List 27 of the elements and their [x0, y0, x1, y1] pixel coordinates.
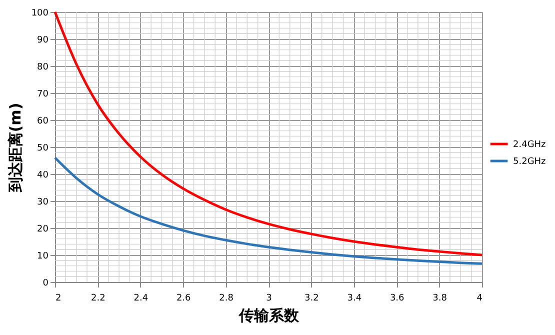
x-tick-label: 3.4: [347, 294, 362, 304]
x-tick-label: 3.6: [390, 294, 405, 304]
y-tick-label: 0: [42, 278, 49, 288]
legend-label: 2.4GHz: [513, 140, 546, 150]
y-axis-title: 到达距离(m): [6, 102, 24, 194]
y-tick-label: 100: [31, 8, 49, 18]
legend-label: 5.2GHz: [513, 157, 546, 167]
y-tick-label: 90: [37, 36, 49, 46]
y-tick-label: 40: [37, 170, 49, 180]
y-tick-label: 70: [37, 90, 49, 100]
x-tick-label: 2.4: [134, 294, 148, 304]
x-tick-label: 2.8: [219, 294, 234, 304]
x-tick-label: 2.6: [176, 294, 192, 304]
x-tick-label: 3.2: [304, 294, 319, 304]
x-tick-label: 3: [266, 294, 272, 304]
x-tick-label: 3.8: [432, 294, 448, 304]
x-tick-label: 2.2: [91, 294, 106, 304]
line-series: [54, 156, 484, 265]
y-tick-label: 60: [37, 116, 49, 126]
x-tick-label: 4: [476, 294, 483, 304]
y-tick-label: 10: [37, 252, 49, 262]
y-tick-label: 50: [37, 144, 49, 154]
y-tick-label: 30: [37, 198, 49, 208]
x-tick-label: 2: [56, 294, 62, 304]
y-tick-label: 20: [37, 224, 49, 234]
x-axis-title: 传输系数: [238, 306, 300, 324]
y-tick-label: 80: [37, 62, 49, 72]
